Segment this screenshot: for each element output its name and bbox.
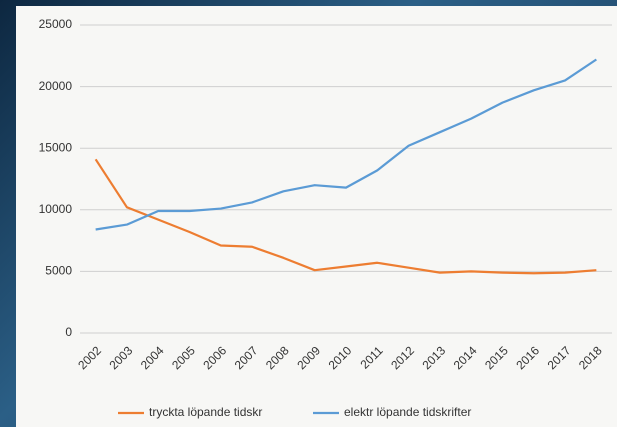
chart-panel xyxy=(16,6,617,427)
legend-label: tryckta löpande tidskr xyxy=(149,405,262,419)
y-tick-label: 0 xyxy=(65,325,72,339)
y-tick-label: 25000 xyxy=(39,17,73,31)
y-tick-label: 20000 xyxy=(39,79,73,93)
series-line xyxy=(94,158,597,275)
y-tick-label: 15000 xyxy=(39,140,73,154)
legend-label: elektr löpande tidskrifter xyxy=(344,405,471,419)
y-tick-label: 10000 xyxy=(39,202,73,216)
series-line xyxy=(95,58,597,231)
y-tick-label: 5000 xyxy=(45,264,72,278)
